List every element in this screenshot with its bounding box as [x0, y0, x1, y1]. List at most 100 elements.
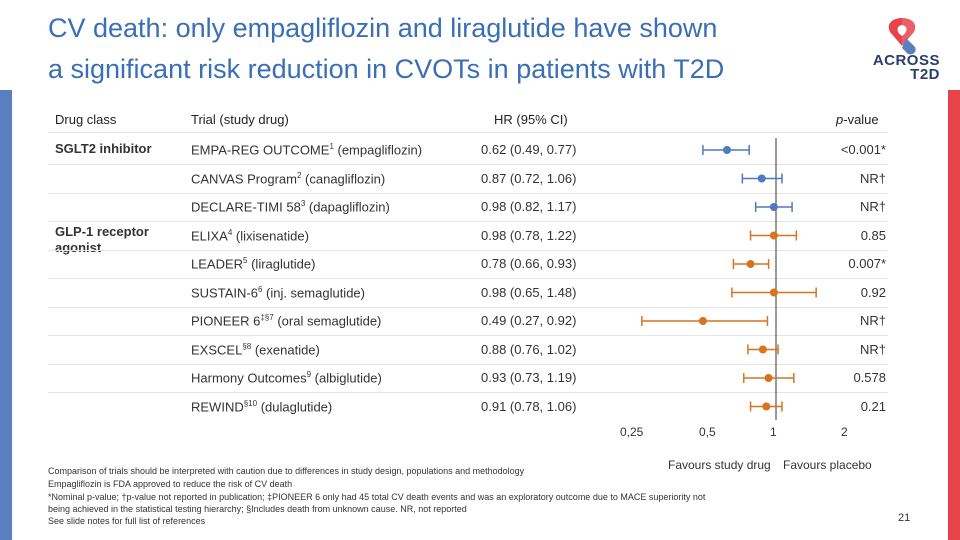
trial-acronym: PIONEER 6 — [191, 313, 261, 329]
hazard-ratio-point — [758, 345, 767, 354]
trial-reference: 4 — [227, 227, 233, 237]
page-number: 21 — [898, 512, 911, 524]
left-accent-bar — [0, 90, 12, 540]
trial-acronym: ELIXA — [191, 227, 228, 243]
trial-acronym: Harmony Outcomes — [191, 370, 307, 386]
p-value: 0.85 — [860, 227, 886, 243]
forest-point — [754, 202, 793, 212]
trial-acronym: SUSTAIN-6 — [191, 284, 258, 300]
forest-point — [747, 344, 779, 355]
trial-name: SUSTAIN-66 (inj. semaglutide) — [191, 285, 365, 300]
right-accent-bar — [948, 90, 960, 540]
forest-point — [641, 316, 769, 326]
x-tick-label: 1 — [770, 425, 777, 439]
p-value: <0.001* — [840, 142, 886, 157]
p-value: NR† — [859, 341, 886, 357]
hr-value: 0.87 (0.72, 1.06) — [481, 170, 577, 186]
header-divider — [48, 132, 888, 133]
header-drug-class: Drug class — [55, 112, 117, 127]
footnote-5: See slide notes for full list of referen… — [48, 516, 206, 526]
logo-text: ACROSS T2D — [866, 52, 940, 83]
forest-point — [741, 173, 783, 184]
trial-name: ELIXA4 (lixisenatide) — [191, 228, 309, 243]
trial-reference: 3 — [300, 199, 306, 208]
trial-acronym: EXSCEL — [191, 341, 243, 357]
logo-line-2: T2D — [910, 66, 940, 83]
header-hr: HR (95% CI) — [494, 112, 568, 127]
hazard-ratio-point — [769, 288, 778, 297]
hazard-ratio-point — [764, 374, 773, 382]
logo-line-1: ACROSS — [872, 52, 940, 69]
trial-name: CANVAS Program2 (canagliflozin) — [191, 171, 385, 186]
trial-drug: (liraglutide) — [247, 256, 316, 272]
trial-reference: §10 — [243, 398, 258, 408]
trial-name: EMPA-REG OUTCOME1 (empagliflozin) — [191, 142, 422, 157]
forest-point — [749, 401, 783, 412]
row-divider — [48, 192, 888, 194]
hazard-ratio-point — [757, 174, 766, 183]
hr-value: 0.78 (0.66, 0.93) — [481, 256, 577, 271]
trial-drug: (dapagliflozin) — [305, 199, 390, 215]
title-line-1: CV death: only empagliflozin and liraglu… — [48, 13, 718, 43]
hazard-ratio-point — [769, 203, 778, 211]
forest-point — [702, 145, 750, 155]
footnote-2: Empagliflozin is FDA approved to reduce … — [48, 479, 293, 489]
trial-reference: 2 — [296, 170, 302, 180]
trial-name: Harmony Outcomes9 (albiglutide) — [191, 370, 382, 385]
p-value: NR† — [859, 313, 886, 328]
row-divider — [48, 363, 888, 365]
trial-drug: (lixisenatide) — [232, 227, 309, 243]
row-divider — [48, 164, 888, 165]
trial-name: REWIND§10 (dulaglutide) — [191, 399, 332, 414]
trial-reference: ‡§7 — [260, 313, 274, 322]
row-divider — [48, 306, 888, 308]
trial-acronym: REWIND — [191, 398, 244, 414]
x-tick-label: 2 — [841, 425, 848, 439]
trial-name: EXSCEL§8 (exenatide) — [191, 342, 320, 357]
p-value: NR† — [859, 170, 886, 186]
hazard-ratio-point — [723, 146, 732, 154]
p-value: 0.578 — [853, 370, 886, 385]
row-divider — [48, 392, 888, 393]
forest-point — [732, 259, 770, 269]
class-sglt2: SGLT2 inhibitor — [55, 141, 152, 156]
trial-acronym: CANVAS Program — [191, 170, 297, 186]
hazard-ratio-point — [746, 260, 755, 268]
footnote-4: being achieved in the statistical testin… — [48, 504, 467, 514]
row-divider — [48, 278, 888, 279]
trial-drug: (canagliflozin) — [301, 170, 386, 186]
trial-drug: (dulaglutide) — [257, 398, 333, 414]
row-divider — [48, 249, 888, 251]
header-p-italic: p — [836, 112, 844, 127]
hazard-ratio-point — [698, 317, 707, 325]
trial-drug: (inj. semaglutide) — [262, 284, 365, 300]
p-value: 0.007* — [848, 256, 886, 271]
header-p-rest: -value — [843, 112, 879, 127]
hr-value: 0.93 (0.73, 1.19) — [481, 370, 577, 385]
row-divider — [48, 335, 888, 336]
hr-value: 0.91 (0.78, 1.06) — [481, 398, 577, 414]
trial-reference: 1 — [329, 142, 334, 151]
trial-name: PIONEER 6‡§7 (oral semaglutide) — [191, 313, 381, 328]
trial-reference: §8 — [242, 341, 252, 351]
forest-point — [749, 230, 798, 241]
trial-drug: (empagliflozin) — [333, 142, 423, 158]
slide-title: CV death: only empagliflozin and liraglu… — [48, 8, 868, 90]
x-tick-label: 0,5 — [699, 425, 716, 439]
p-value: 0.21 — [860, 398, 886, 414]
favours-study-drug-label: Favours study drug — [668, 458, 771, 472]
across-t2d-logo — [888, 18, 916, 55]
trial-acronym: DECLARE-TIMI 58 — [191, 199, 301, 215]
hr-value: 0.98 (0.65, 1.48) — [481, 284, 577, 300]
hr-value: 0.98 (0.78, 1.22) — [481, 227, 577, 243]
hr-value: 0.98 (0.82, 1.17) — [481, 199, 577, 214]
trial-name: LEADER5 (liraglutide) — [191, 256, 315, 271]
row-divider — [48, 221, 888, 222]
trial-drug: (oral semaglutide) — [273, 313, 382, 329]
trial-reference: 6 — [257, 284, 263, 294]
trial-drug: (exenatide) — [251, 341, 320, 357]
p-value: 0.92 — [860, 284, 886, 300]
header-p-value: p-value — [836, 112, 879, 127]
trial-reference: 9 — [306, 370, 312, 379]
hr-value: 0.49 (0.27, 0.92) — [481, 313, 577, 328]
